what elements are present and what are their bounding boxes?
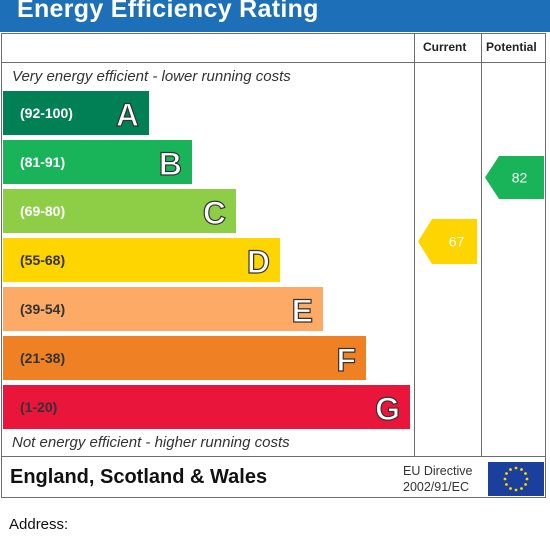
eu-directive: EU Directive 2002/91/EC (403, 463, 472, 495)
eu-star (505, 483, 508, 486)
eu-flag-icon (488, 462, 544, 496)
eu-star (520, 468, 523, 471)
band-letter-c: C (203, 195, 226, 231)
potential-rating-arrow (485, 156, 544, 199)
band-bar-c (3, 189, 236, 233)
band-range-g: (1-20) (20, 399, 57, 415)
band-bar-g (3, 385, 410, 429)
column-divider-potential (481, 33, 482, 456)
eu-star (503, 477, 507, 481)
band-range-e: (39-54) (20, 301, 65, 317)
band-range-d: (55-68) (20, 252, 65, 268)
region-label: England, Scotland & Wales (10, 466, 268, 488)
header-divider (1, 62, 546, 63)
eu-star (524, 483, 527, 486)
current-column-header: Current (423, 40, 467, 54)
band-range-f: (21-38) (20, 350, 65, 366)
eu-star (509, 487, 512, 490)
eu-star (505, 472, 508, 475)
eu-star (509, 468, 512, 471)
current-rating-value: 67 (449, 234, 465, 250)
band-range-c: (69-80) (20, 203, 65, 219)
title-bar: Energy Efficiency Rating (0, 0, 550, 32)
band-letter-f: F (336, 342, 356, 378)
band-letter-d: D (247, 244, 270, 280)
directive-line-2: 2002/91/EC (403, 480, 470, 494)
band-letter-g: G (375, 391, 400, 427)
band-bar-f (3, 336, 366, 380)
eu-star (520, 487, 523, 490)
potential-rating-value: 82 (512, 170, 528, 186)
band-bar-d (3, 238, 280, 282)
directive-line-1: EU Directive (403, 464, 473, 478)
band-bar-b (3, 140, 192, 184)
band-letter-e: E (292, 293, 313, 329)
address-label: Address: (9, 516, 69, 533)
potential-column-header: Potential (486, 40, 537, 54)
band-range-a: (92-100) (20, 105, 73, 121)
column-divider-current (414, 33, 415, 456)
band-range-b: (81-91) (20, 154, 65, 170)
inefficient-note: Not energy efficient - higher running co… (12, 434, 290, 451)
eu-star (514, 488, 518, 492)
band-letter-a: A (116, 97, 139, 133)
current-rating-arrow (418, 219, 477, 264)
rating-frame (1, 33, 546, 498)
efficient-note: Very energy efficient - lower running co… (12, 68, 291, 85)
eu-star (514, 466, 518, 470)
band-letter-b: B (159, 146, 182, 182)
band-bar-e (3, 287, 323, 331)
eu-star (525, 477, 529, 481)
band-bar-a (3, 91, 149, 135)
footer-divider (1, 456, 546, 457)
eu-star (524, 472, 527, 475)
chart-title: Energy Efficiency Rating (17, 0, 319, 23)
